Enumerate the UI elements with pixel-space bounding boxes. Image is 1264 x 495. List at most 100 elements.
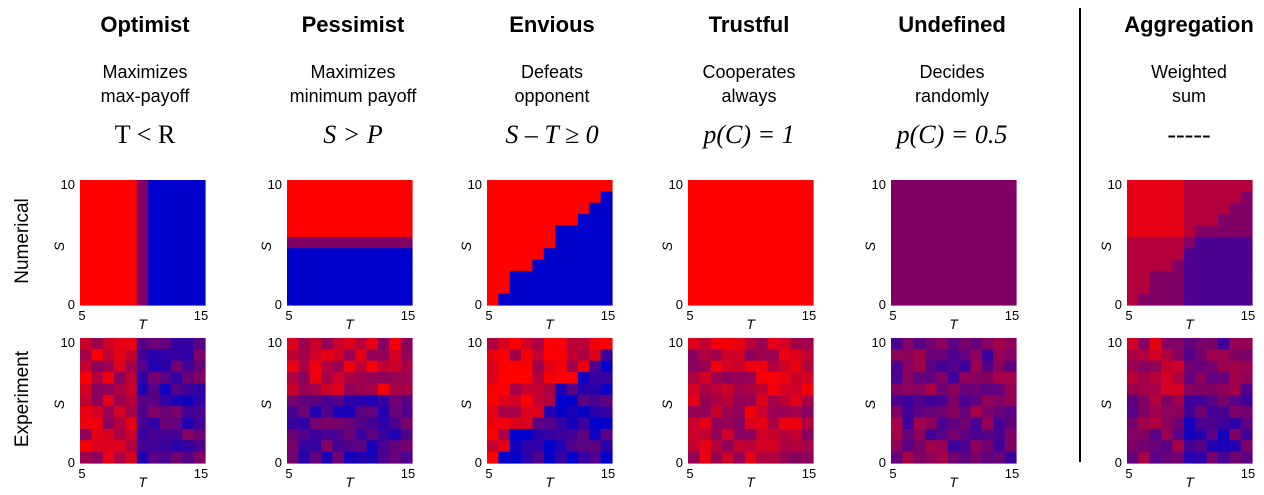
heatmap-cell	[1149, 293, 1162, 306]
heatmap-cell	[577, 225, 590, 238]
heatmap-cell	[722, 440, 735, 453]
heatmap-cell	[1183, 383, 1196, 396]
heatmap-cell	[355, 360, 368, 373]
heatmap-cell	[555, 338, 568, 350]
heatmap-cell	[790, 338, 803, 350]
heatmap-cell	[981, 417, 994, 430]
heatmap-cell	[400, 440, 413, 453]
heatmap-cell	[1127, 270, 1139, 283]
heatmap-cell	[790, 428, 803, 441]
heatmap-cell	[182, 406, 195, 419]
heatmap-cell	[487, 417, 499, 430]
heatmap-cell	[925, 394, 938, 407]
x-axis-label: T	[1185, 474, 1195, 490]
heatmap-cell	[521, 191, 534, 204]
heatmap-cell	[1138, 417, 1151, 430]
heatmap-cell	[722, 383, 735, 396]
heatmap-cell	[600, 360, 613, 373]
heatmap-cell	[913, 406, 926, 419]
x-tick-label: 15	[194, 466, 208, 481]
x-tick-label: 5	[889, 308, 896, 323]
heatmap-cell	[902, 451, 915, 464]
heatmap-cell	[182, 428, 195, 441]
column-formula: p(C) = 0.5	[896, 120, 1008, 149]
heatmap-cell	[498, 338, 511, 350]
heatmap-cell	[600, 293, 613, 306]
heatmap-cell	[981, 236, 994, 249]
column-formula: T < R	[114, 120, 176, 149]
heatmap-cell	[913, 214, 926, 227]
heatmap-cell	[309, 440, 322, 453]
heatmap-cell	[148, 372, 161, 385]
heatmap-cell	[332, 451, 345, 464]
heatmap-cell	[577, 282, 590, 295]
heatmap-cell	[981, 451, 994, 464]
heatmap-cell	[309, 349, 322, 362]
heatmap-cell	[891, 282, 903, 295]
column-description: Maximizes minimum payoff	[268, 60, 438, 108]
heatmap-cell	[343, 191, 356, 204]
heatmap-cell	[767, 440, 780, 453]
heatmap-cell	[891, 383, 903, 396]
heatmap-cell	[321, 338, 334, 350]
heatmap-cell	[498, 440, 511, 453]
heatmap-cell	[1149, 180, 1162, 192]
heatmap-cell	[159, 236, 172, 249]
heatmap-cell	[400, 214, 413, 227]
heatmap-cell	[1138, 349, 1151, 362]
heatmap-cell	[1183, 372, 1196, 385]
heatmap-cell	[993, 383, 1006, 396]
heatmap-cell	[699, 259, 712, 272]
heatmap-cell	[688, 338, 700, 350]
heatmap-cell	[1127, 248, 1139, 261]
heatmap-cell	[287, 372, 299, 385]
heatmap-cell	[102, 270, 115, 283]
heatmap-cell	[321, 417, 334, 430]
heatmap-cell	[366, 282, 379, 295]
heatmap-cell	[321, 394, 334, 407]
y-tick-label: 0	[475, 297, 482, 312]
heatmap-cell	[1240, 417, 1253, 430]
heatmap-cell	[170, 293, 183, 306]
heatmap-cell	[487, 293, 499, 306]
heatmap-cell	[993, 259, 1006, 272]
heatmap-cell	[600, 236, 613, 249]
heatmap-cell	[1229, 417, 1242, 430]
heatmap-cell	[193, 191, 206, 204]
heatmap-cell	[902, 236, 915, 249]
heatmap-cell	[1172, 451, 1185, 464]
heatmap-cell	[947, 236, 960, 249]
desc-line-1: Maximizes	[310, 62, 396, 82]
heatmap-cell	[1217, 338, 1230, 350]
heatmap-cell	[377, 225, 390, 238]
heatmap-cell	[688, 394, 700, 407]
heatmap-cell	[733, 180, 746, 192]
heatmap-cell	[589, 417, 602, 430]
heatmap-cell	[321, 360, 334, 373]
column-pessimist: Pessimist Maximizes minimum payoff S > P	[268, 0, 438, 484]
x-tick-label: 5	[78, 308, 85, 323]
heatmap-cell	[1149, 372, 1162, 385]
y-tick-label: 10	[61, 177, 75, 192]
heatmap-cell	[722, 259, 735, 272]
heatmap-cell	[925, 440, 938, 453]
heatmap-cell	[389, 349, 402, 362]
heatmap-cell	[298, 383, 311, 396]
heatmap-cell	[400, 360, 413, 373]
heatmap-cell	[555, 259, 568, 272]
heatmap-cell	[710, 270, 723, 283]
heatmap-cell	[959, 372, 972, 385]
heatmap-cell	[1183, 270, 1196, 283]
heatmap-cell	[170, 406, 183, 419]
heatmap-cell	[993, 338, 1006, 350]
column-aggregation: Aggregation Weighted sum -----	[1104, 0, 1264, 484]
heatmap-cell	[1161, 451, 1174, 464]
row-label-experiment: Experiment	[12, 350, 33, 448]
heatmap-cell	[981, 259, 994, 272]
heatmap-cell	[400, 372, 413, 385]
heatmap-cell	[756, 440, 769, 453]
heatmap-cell	[1004, 440, 1017, 453]
heatmap-cell	[1229, 293, 1242, 306]
heatmap-cell	[959, 406, 972, 419]
